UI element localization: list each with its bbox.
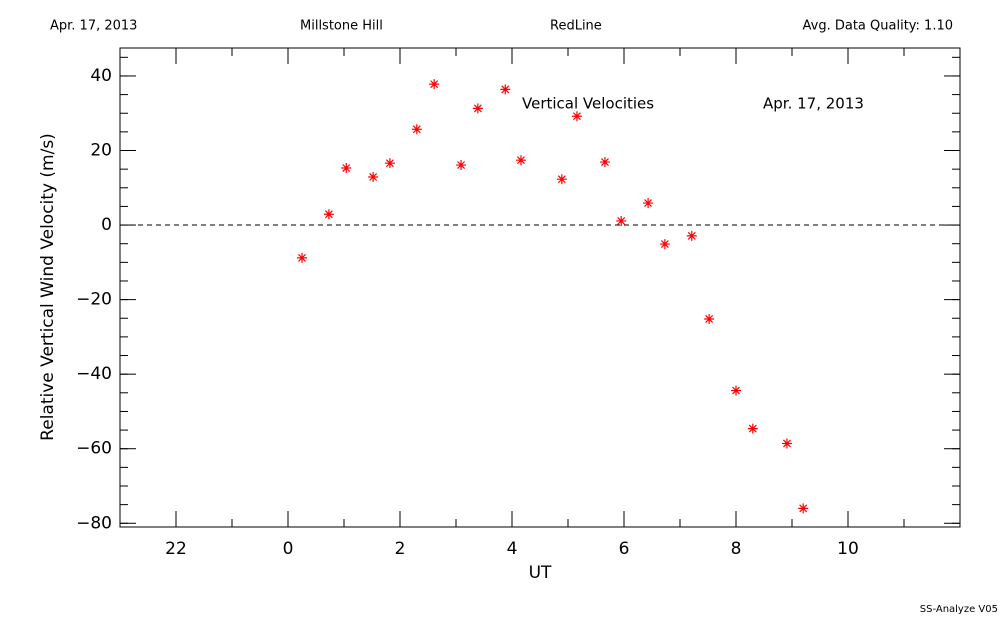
- x-tick-label: 22: [165, 539, 187, 559]
- data-point: [515, 155, 526, 166]
- y-tick-label: 0: [101, 215, 112, 235]
- y-tick-label: −60: [76, 439, 112, 459]
- x-tick-label: 8: [731, 539, 742, 559]
- data-point: [704, 313, 715, 324]
- data-point: [798, 503, 809, 514]
- footer: SS-Analyze V05: [920, 604, 998, 615]
- data-point: [341, 163, 352, 174]
- y-tick-label: −40: [76, 364, 112, 384]
- x-tick-label: 10: [837, 539, 859, 559]
- data-point: [747, 423, 758, 434]
- data-point: [616, 215, 627, 226]
- data-point: [781, 438, 792, 449]
- data-point: [643, 198, 654, 209]
- data-point: [411, 124, 422, 135]
- header-line: RedLine: [550, 19, 602, 34]
- x-tick-label: 0: [283, 539, 294, 559]
- y-tick-label: 40: [90, 66, 112, 86]
- header-quality: Avg. Data Quality: 1.10: [803, 19, 953, 34]
- y-axis-label: Relative Vertical Wind Velocity (m/s): [38, 133, 58, 441]
- x-axis-label: UT: [529, 563, 552, 583]
- y-tick-label: 20: [90, 141, 112, 161]
- data-point: [472, 103, 483, 114]
- data-point: [384, 158, 395, 169]
- data-point: [599, 157, 610, 168]
- data-point: [731, 385, 741, 396]
- data-point: [659, 239, 670, 250]
- data-point: [556, 174, 567, 185]
- header-site: Millstone Hill: [300, 19, 383, 34]
- x-tick-label: 6: [619, 539, 630, 559]
- x-tick-label: 4: [507, 539, 518, 559]
- x-tick-label: 2: [395, 539, 406, 559]
- data-point: [297, 252, 307, 263]
- y-tick-label: −80: [76, 513, 112, 533]
- plot-frame: [119, 47, 961, 528]
- header-date: Apr. 17, 2013: [50, 19, 137, 34]
- data-point: [429, 79, 440, 90]
- annotation-title: Vertical Velocities: [522, 95, 654, 113]
- y-tick-label: −20: [76, 290, 112, 310]
- data-point: [323, 209, 334, 220]
- data-point: [368, 171, 379, 182]
- data-point: [456, 160, 467, 171]
- data-point: [686, 230, 697, 241]
- annotation-date: Apr. 17, 2013: [763, 95, 864, 113]
- data-point: [500, 84, 511, 95]
- data-point: [571, 111, 582, 122]
